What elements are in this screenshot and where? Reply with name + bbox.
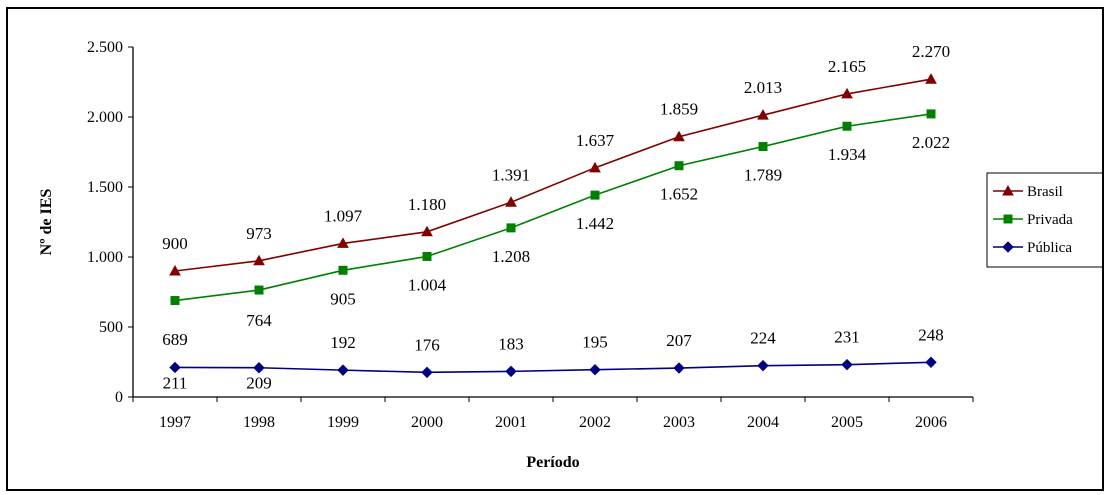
x-tick-label: 1998 — [243, 414, 275, 431]
data-point-brasil — [841, 87, 853, 99]
data-point-brasil — [757, 109, 769, 120]
data-point-brasil — [589, 161, 601, 173]
x-tick-label: 2002 — [579, 414, 611, 431]
data-point-privada — [842, 121, 852, 131]
series-line-publica — [174, 361, 932, 374]
data-label-brasil: 1.097 — [324, 206, 363, 225]
chart-frame: 0 500 1.000 1.500 2.000 2.500 1997 1998 1999 2000… — [6, 7, 1104, 491]
data-label-brasil: 1.859 — [660, 100, 698, 119]
data-label-brasil: 2.013 — [744, 78, 782, 97]
data-label-publica: 231 — [834, 328, 860, 347]
data-label-publica: 183 — [498, 334, 524, 353]
data-label-brasil: 1.391 — [492, 165, 530, 184]
data-point-brasil — [169, 264, 181, 276]
x-tick-label: 2006 — [915, 414, 947, 431]
y-tick-label: 0 — [115, 389, 123, 406]
data-label-brasil: 1.180 — [408, 195, 446, 214]
data-point-publica — [253, 362, 265, 374]
data-point-publica — [169, 361, 181, 374]
series-layer — [169, 73, 937, 379]
legend-marker-brasil — [1002, 184, 1014, 196]
data-point-publica — [589, 363, 601, 376]
x-tick-label: 1999 — [327, 414, 359, 431]
data-label-privada: 689 — [162, 330, 188, 349]
y-tick-label: 2.000 — [87, 109, 123, 126]
data-label-privada: 1.934 — [828, 145, 867, 164]
data-label-privada: 1.789 — [744, 166, 782, 185]
data-point-privada — [758, 142, 768, 152]
data-point-brasil — [337, 237, 349, 248]
data-point-privada — [422, 251, 432, 261]
data-point-publica — [841, 358, 853, 371]
data-point-privada — [590, 190, 600, 200]
data-labels: 900 973 1.097 1.180 1.391 1.637 1.859 2.013 2.16… — [162, 42, 950, 393]
data-point-publica — [337, 364, 349, 376]
y-tick-label: 1.500 — [87, 179, 123, 196]
data-label-brasil: 900 — [162, 234, 188, 253]
data-point-brasil — [421, 225, 433, 237]
data-label-privada: 905 — [330, 289, 356, 308]
data-label-privada: 1.442 — [576, 214, 614, 233]
line-chart: 0 500 1.000 1.500 2.000 2.500 1997 1998 1999 2000… — [38, 39, 1102, 471]
data-point-publica — [505, 365, 517, 378]
data-point-privada — [926, 109, 936, 119]
data-point-brasil — [505, 196, 517, 207]
data-label-publica: 192 — [330, 333, 356, 352]
legend-label-publica: Pública — [1027, 240, 1072, 256]
data-label-privada: 764 — [246, 311, 272, 330]
x-tick-label: 2005 — [831, 414, 863, 431]
y-tick-label: 2.500 — [87, 39, 123, 56]
data-label-publica: 248 — [918, 325, 944, 344]
data-label-publica: 209 — [246, 374, 272, 393]
data-label-privada: 2.022 — [912, 133, 950, 152]
legend: Brasil Privada Pública — [986, 172, 1102, 268]
data-point-brasil — [253, 254, 265, 266]
data-label-privada: 1.208 — [492, 247, 530, 266]
data-point-privada — [170, 296, 180, 306]
data-label-publica: 211 — [163, 373, 188, 392]
data-point-privada — [674, 161, 684, 171]
series-line-brasil — [174, 78, 932, 272]
x-tick-label: 2000 — [411, 414, 443, 431]
data-point-privada — [338, 265, 348, 275]
data-label-brasil: 2.270 — [912, 42, 950, 61]
data-label-brasil: 1.637 — [576, 131, 615, 150]
legend-marker-publica — [1002, 241, 1014, 253]
y-tick-label: 1.000 — [87, 249, 123, 266]
data-label-publica: 207 — [666, 331, 692, 350]
y-tick-label: 500 — [99, 319, 123, 336]
legend-label-privada: Privada — [1027, 212, 1073, 228]
data-label-brasil: 2.165 — [828, 57, 866, 76]
data-point-publica — [421, 366, 433, 379]
data-point-privada — [506, 223, 516, 233]
axes: 0 500 1.000 1.500 2.000 2.500 1997 1998 1999 2000… — [87, 39, 974, 431]
data-label-brasil: 973 — [246, 224, 272, 243]
data-point-publica — [757, 359, 769, 372]
x-tick-label: 2001 — [495, 414, 527, 431]
series-line-privada — [174, 113, 932, 302]
x-axis-title: Período — [526, 454, 579, 471]
data-point-publica — [673, 362, 685, 374]
data-point-privada — [254, 285, 264, 295]
data-point-publica — [925, 356, 937, 368]
x-tick-label: 1997 — [159, 414, 191, 431]
x-tick-label: 2004 — [747, 414, 779, 431]
data-label-publica: 195 — [582, 333, 608, 352]
legend-label-brasil: Brasil — [1027, 184, 1063, 200]
data-point-brasil — [925, 73, 937, 84]
legend-marker-privada — [1003, 214, 1013, 224]
data-label-publica: 176 — [414, 335, 440, 354]
data-point-brasil — [673, 130, 685, 142]
x-tick-label: 2003 — [663, 414, 695, 431]
y-axis-title: Nº de IES — [38, 189, 55, 256]
data-label-publica: 224 — [750, 329, 776, 348]
data-label-privada: 1.652 — [660, 185, 698, 204]
data-label-privada: 1.004 — [408, 275, 447, 294]
